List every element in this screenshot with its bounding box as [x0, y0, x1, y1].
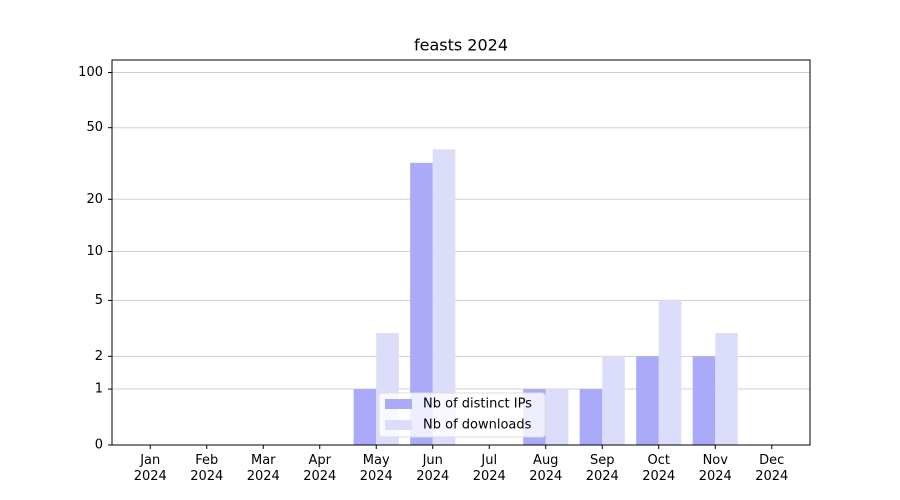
- y-tick-label: 10: [86, 244, 103, 259]
- x-tick-label: Mar 2024: [246, 453, 280, 484]
- bar: [692, 356, 716, 445]
- x-tick-label: Nov 2024: [698, 453, 732, 484]
- y-tick-label: 2: [95, 349, 103, 364]
- legend-swatch: [385, 420, 412, 430]
- bar: [658, 300, 682, 445]
- x-tick-label: Oct 2024: [642, 453, 676, 484]
- grid: [112, 72, 810, 446]
- chart-title: feasts 2024: [414, 36, 508, 55]
- x-tick-label: Dec 2024: [755, 453, 789, 484]
- x-tick-label: Apr 2024: [303, 453, 337, 484]
- plot-frame: [111, 59, 811, 446]
- bar: [410, 162, 433, 445]
- legend-box: [378, 392, 546, 438]
- bar: [353, 389, 377, 445]
- x-tick-label: Sep 2024: [585, 453, 619, 484]
- bar: [579, 389, 603, 445]
- bar: [636, 356, 659, 445]
- y-tick-label: 0: [95, 438, 103, 453]
- legend-label: Nb of downloads: [423, 418, 532, 433]
- x-tick-label: May 2024: [359, 453, 393, 484]
- legend-label: Nb of distinct IPs: [423, 397, 532, 412]
- y-tick-label: 1: [95, 382, 103, 397]
- y-tick-label: 20: [86, 192, 103, 207]
- bar: [545, 389, 569, 445]
- bar: [432, 149, 456, 445]
- x-tick-label: Jan 2024: [133, 453, 167, 484]
- x-tick-label: Jun 2024: [416, 453, 450, 484]
- legend-swatch: [385, 399, 412, 409]
- x-tick-label: Aug 2024: [529, 453, 563, 484]
- y-tick-label: 100: [78, 65, 103, 80]
- x-tick-label: Jul 2024: [472, 453, 506, 484]
- x-tick-label: Feb 2024: [190, 453, 224, 484]
- bar: [602, 356, 625, 445]
- bar: [715, 333, 738, 445]
- y-tick-label: 50: [86, 120, 103, 135]
- y-tick-label: 5: [95, 293, 103, 308]
